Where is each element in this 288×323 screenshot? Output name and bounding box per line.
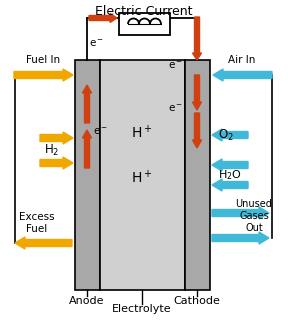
Text: Fuel In: Fuel In <box>26 55 60 65</box>
Text: H$^+$: H$^+$ <box>131 169 153 187</box>
Text: Electrolyte: Electrolyte <box>112 304 172 314</box>
FancyArrow shape <box>212 232 269 244</box>
FancyArrow shape <box>192 113 202 148</box>
Text: H$_2$O: H$_2$O <box>218 168 242 182</box>
Text: Excess
Fuel: Excess Fuel <box>19 212 55 234</box>
Text: Electric Current: Electric Current <box>95 5 193 18</box>
Text: Anode: Anode <box>69 296 105 306</box>
Text: e$^-$: e$^-$ <box>93 126 108 137</box>
Text: H$_2$: H$_2$ <box>44 142 59 158</box>
FancyArrow shape <box>192 17 202 60</box>
FancyArrow shape <box>14 69 73 81</box>
FancyArrow shape <box>212 207 269 219</box>
FancyArrow shape <box>192 75 202 110</box>
Text: Air In: Air In <box>228 55 256 65</box>
FancyArrow shape <box>82 85 92 123</box>
FancyArrow shape <box>89 14 117 23</box>
FancyArrow shape <box>212 179 248 191</box>
FancyArrow shape <box>40 157 73 169</box>
Text: e$^-$: e$^-$ <box>168 102 183 113</box>
Text: Cathode: Cathode <box>174 296 220 306</box>
FancyArrow shape <box>212 129 248 141</box>
Text: e$^-$: e$^-$ <box>89 37 104 48</box>
FancyArrow shape <box>212 159 248 171</box>
Bar <box>185 60 210 290</box>
FancyArrow shape <box>82 130 92 168</box>
Bar <box>75 60 100 290</box>
Bar <box>119 13 170 35</box>
FancyArrow shape <box>40 132 73 144</box>
Text: e$^-$: e$^-$ <box>168 59 183 70</box>
Text: Unused
Gases
Out: Unused Gases Out <box>236 199 272 233</box>
Text: H$^+$: H$^+$ <box>131 124 153 142</box>
Text: O$_2$: O$_2$ <box>218 128 234 142</box>
Bar <box>100 60 185 290</box>
FancyArrow shape <box>15 237 72 249</box>
FancyArrow shape <box>213 69 272 81</box>
